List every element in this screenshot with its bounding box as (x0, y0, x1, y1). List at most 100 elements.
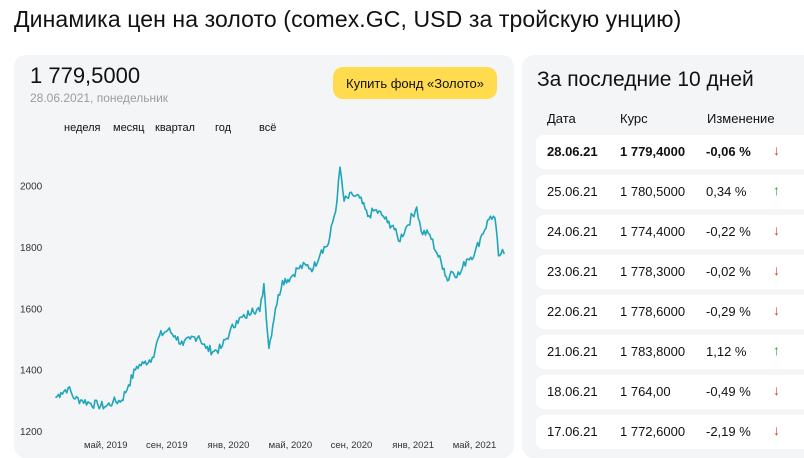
data-point (220, 347, 222, 350)
buy-gold-fund-button[interactable]: Купить фонд «Золото» (333, 67, 497, 99)
column-header-rate: Курс (620, 111, 648, 126)
data-point (259, 310, 261, 313)
data-point (446, 279, 449, 282)
table-row[interactable]: 28.06.21 1 779,4000 -0,06 % ↓ (536, 135, 804, 169)
data-point (81, 399, 83, 402)
y-tick-label: 1400 (20, 366, 43, 377)
arrow-down-icon: ↓ (773, 262, 780, 278)
y-tick-label: 1600 (20, 304, 43, 315)
y-tick-label: 2000 (20, 182, 43, 193)
data-point (404, 227, 407, 230)
data-point (268, 347, 270, 350)
data-point (503, 252, 505, 255)
period-year[interactable]: год (215, 122, 232, 134)
arrow-down-icon: ↓ (773, 422, 780, 438)
x-tick-label: янв, 2020 (208, 440, 250, 451)
data-point (296, 267, 299, 270)
table-title: За последние 10 дней (537, 68, 754, 91)
data-point (182, 344, 184, 346)
data-point (489, 215, 492, 218)
price-line-chart[interactable]: 1200 1400 1600 1800 2000 май, 2019 сен, 2019 ян… (14, 55, 514, 458)
data-point (244, 316, 246, 319)
x-tick-label: янв, 2021 (392, 440, 434, 451)
current-price: 1 779,5000 (30, 63, 141, 88)
data-point (327, 243, 330, 245)
y-tick-label: 1800 (20, 243, 43, 254)
data-point (263, 283, 265, 285)
row-change: -2,19 % (706, 424, 751, 439)
data-point (274, 307, 277, 310)
table-row[interactable]: 24.06.21 1 774,4000 -0,22 % ↓ (536, 215, 804, 249)
period-week[interactable]: неделя (64, 122, 101, 134)
period-all[interactable]: всё (259, 122, 277, 134)
data-point (367, 215, 369, 218)
data-point (281, 279, 284, 282)
row-change: 1,12 % (706, 344, 747, 359)
column-header-date: Дата (547, 111, 576, 126)
data-point (305, 264, 308, 267)
data-point (473, 252, 476, 254)
data-point (358, 197, 361, 199)
row-change: -0,06 % (706, 144, 751, 159)
x-tick-label: май, 2019 (84, 440, 128, 451)
row-date: 23.06.21 (547, 264, 598, 279)
row-rate: 1 778,6000 (620, 304, 686, 319)
row-change: -0,49 % (706, 384, 751, 399)
data-point (320, 249, 323, 251)
table-row[interactable]: 18.06.21 1 764,00 -0,49 % ↓ (536, 375, 804, 409)
history-table-card: За последние 10 дней Дата Курс Изменение… (522, 55, 804, 458)
data-point (143, 362, 145, 365)
row-rate: 1 774,4000 (620, 224, 686, 239)
period-quarter[interactable]: квартал (155, 122, 195, 134)
row-date: 22.06.21 (547, 304, 598, 319)
data-point (174, 335, 176, 337)
row-rate: 1 778,3000 (620, 264, 686, 279)
y-tick-label: 1200 (20, 427, 43, 438)
period-month[interactable]: месяц (113, 122, 145, 134)
data-point (392, 224, 394, 227)
data-point (343, 200, 345, 202)
data-point (120, 399, 123, 402)
row-change: -0,29 % (706, 304, 751, 319)
data-point (198, 335, 200, 337)
data-point (67, 387, 69, 389)
table-row[interactable]: 21.06.21 1 783,8000 1,12 % ↑ (536, 335, 804, 369)
data-point (135, 365, 138, 368)
data-point (127, 384, 130, 386)
data-point (382, 215, 385, 218)
data-point (189, 338, 191, 340)
arrow-up-icon: ↑ (773, 342, 780, 358)
data-point (336, 200, 338, 202)
table-row[interactable]: 17.06.21 1 772,6000 -2,19 % ↓ (536, 415, 804, 449)
data-point (429, 233, 431, 236)
data-point (415, 206, 418, 208)
data-point (55, 396, 57, 399)
chart-card: 1 779,5000 28.06.2021, понедельник Купит… (14, 55, 514, 458)
row-rate: 1 772,6000 (620, 424, 686, 439)
data-point (450, 270, 452, 273)
row-date: 21.06.21 (547, 344, 598, 359)
data-point (60, 391, 62, 394)
row-date: 24.06.21 (547, 224, 598, 239)
data-point (443, 267, 445, 270)
row-date: 28.06.21 (547, 144, 598, 159)
table-row[interactable]: 22.06.21 1 778,6000 -0,29 % ↓ (536, 295, 804, 329)
price-series-line (55, 166, 505, 410)
data-point (458, 273, 461, 276)
data-point (374, 209, 376, 211)
table-row[interactable]: 23.06.21 1 778,3000 -0,02 % ↓ (536, 255, 804, 289)
data-point (289, 276, 292, 279)
data-point (97, 404, 99, 406)
data-point (494, 217, 496, 219)
data-point (312, 267, 315, 270)
row-rate: 1 764,00 (620, 384, 671, 399)
data-point (158, 335, 161, 337)
data-point (339, 166, 341, 169)
data-point (213, 350, 215, 353)
column-header-change: Изменение (707, 111, 775, 126)
data-point (235, 319, 238, 322)
data-point (500, 252, 502, 255)
data-point (481, 233, 483, 236)
table-row[interactable]: 25.06.21 1 780,5000 0,34 % ↑ (536, 175, 804, 209)
arrow-up-icon: ↑ (773, 182, 780, 198)
